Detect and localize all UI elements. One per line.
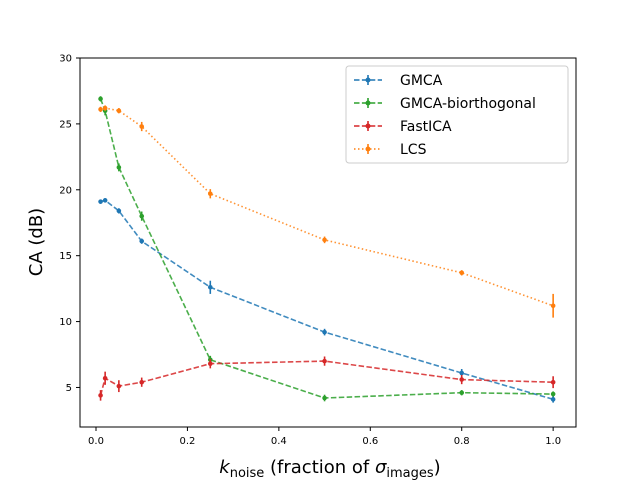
data-point <box>550 303 556 309</box>
data-point <box>139 238 145 244</box>
legend-box <box>345 65 569 164</box>
data-point <box>207 361 213 367</box>
y-tick-label: 15 <box>59 251 72 262</box>
legend-item: GMCA <box>354 73 443 89</box>
data-point <box>139 379 145 385</box>
data-point <box>459 390 465 396</box>
series-line <box>100 199 554 401</box>
legend-label: GMCA-biorthogonal <box>400 96 536 112</box>
data-point <box>98 107 103 112</box>
y-tick-label: 5 <box>66 383 72 394</box>
legend-label: FastICA <box>400 119 452 135</box>
series-gmca-biorthogonal <box>98 96 556 402</box>
x-label-rest: (fraction of <box>264 457 375 478</box>
x-label-sigma-sub: images <box>386 466 433 480</box>
x-tick-label: 1.0 <box>545 436 561 447</box>
data-point <box>322 358 327 364</box>
y-tick-label: 20 <box>59 185 72 196</box>
legend-item: LCS <box>354 142 427 158</box>
x-tick-label: 0.6 <box>362 436 378 447</box>
y-tick-label: 10 <box>59 317 72 328</box>
x-label-main: k <box>219 457 231 478</box>
legend-marker <box>365 100 371 106</box>
data-point <box>139 213 145 219</box>
data-point <box>322 329 327 335</box>
data-point <box>139 124 145 129</box>
data-point <box>102 375 108 381</box>
x-axis-label: knoise (fraction of σimages) <box>219 457 440 480</box>
legend-label: GMCA <box>400 73 443 89</box>
series-line <box>99 360 554 396</box>
series-fastica <box>98 356 556 401</box>
x-tick-label: 0.0 <box>88 436 104 447</box>
x-tick-label: 0.4 <box>271 436 287 447</box>
data-point <box>459 377 465 382</box>
plot-area <box>98 96 556 403</box>
legend-marker <box>365 123 371 129</box>
series-gmca <box>98 198 556 403</box>
data-point <box>116 383 122 389</box>
data-point <box>98 393 103 398</box>
legend-marker <box>365 146 371 152</box>
data-point <box>98 199 103 204</box>
data-point <box>459 370 465 376</box>
data-point <box>322 237 327 243</box>
data-point <box>550 379 556 385</box>
data-point <box>116 208 122 214</box>
axes-frame <box>79 57 577 428</box>
x-axis: 0.0 0.2 0.4 0.6 0.8 1.0 <box>88 427 561 447</box>
data-point <box>459 270 465 276</box>
data-point <box>102 198 108 203</box>
data-point <box>116 165 122 170</box>
x-label-sub: noise <box>230 466 265 480</box>
legend-item: GMCA-biorthogonal <box>354 96 536 112</box>
legend-item: FastICA <box>354 119 452 135</box>
data-point <box>102 105 108 111</box>
legend-marker <box>365 77 371 83</box>
y-axis: 5 10 15 20 25 30 <box>59 54 80 394</box>
data-point <box>322 395 327 401</box>
y-tick-label: 30 <box>59 54 72 65</box>
y-axis-label: CA (dB) <box>26 208 47 276</box>
x-label-sigma: σ <box>375 457 387 478</box>
data-point <box>550 391 556 397</box>
x-tick-label: 0.2 <box>179 436 195 447</box>
data-point <box>98 96 103 102</box>
legend: GMCA GMCA-biorthogonal FastICA LCS <box>345 65 569 164</box>
data-point <box>550 397 556 402</box>
data-point <box>207 285 213 290</box>
y-tick-label: 25 <box>59 119 72 130</box>
data-point <box>207 191 213 197</box>
legend-label: LCS <box>400 142 427 158</box>
x-tick-label: 0.8 <box>454 436 470 447</box>
x-label-close: ) <box>434 457 441 478</box>
series-lcs <box>98 105 556 318</box>
series-line <box>99 98 554 399</box>
data-point <box>116 108 122 114</box>
